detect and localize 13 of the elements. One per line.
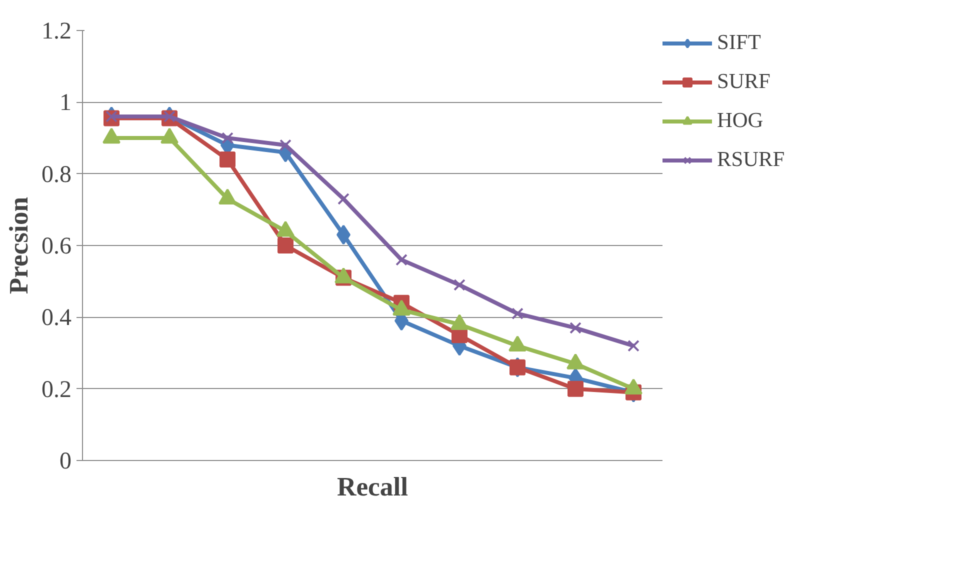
y-axis-title: Precsion <box>4 196 34 294</box>
y-tick-label: 0 <box>60 448 72 474</box>
legend-label: HOG <box>717 108 764 133</box>
y-tick-label: 0.6 <box>42 234 72 260</box>
legend-label: SIFT <box>717 30 761 55</box>
x-axis-title: Recall <box>336 472 408 502</box>
y-tick-label: 1.2 <box>42 18 72 44</box>
y-tick-label: 0.4 <box>42 305 72 332</box>
y-tick-label: 1 <box>60 90 72 116</box>
legend-label: RSURF <box>717 147 785 172</box>
legend-label: SURF <box>717 69 770 94</box>
y-tick-label: 0.8 <box>42 162 72 188</box>
y-tick-label: 0.2 <box>42 376 72 403</box>
